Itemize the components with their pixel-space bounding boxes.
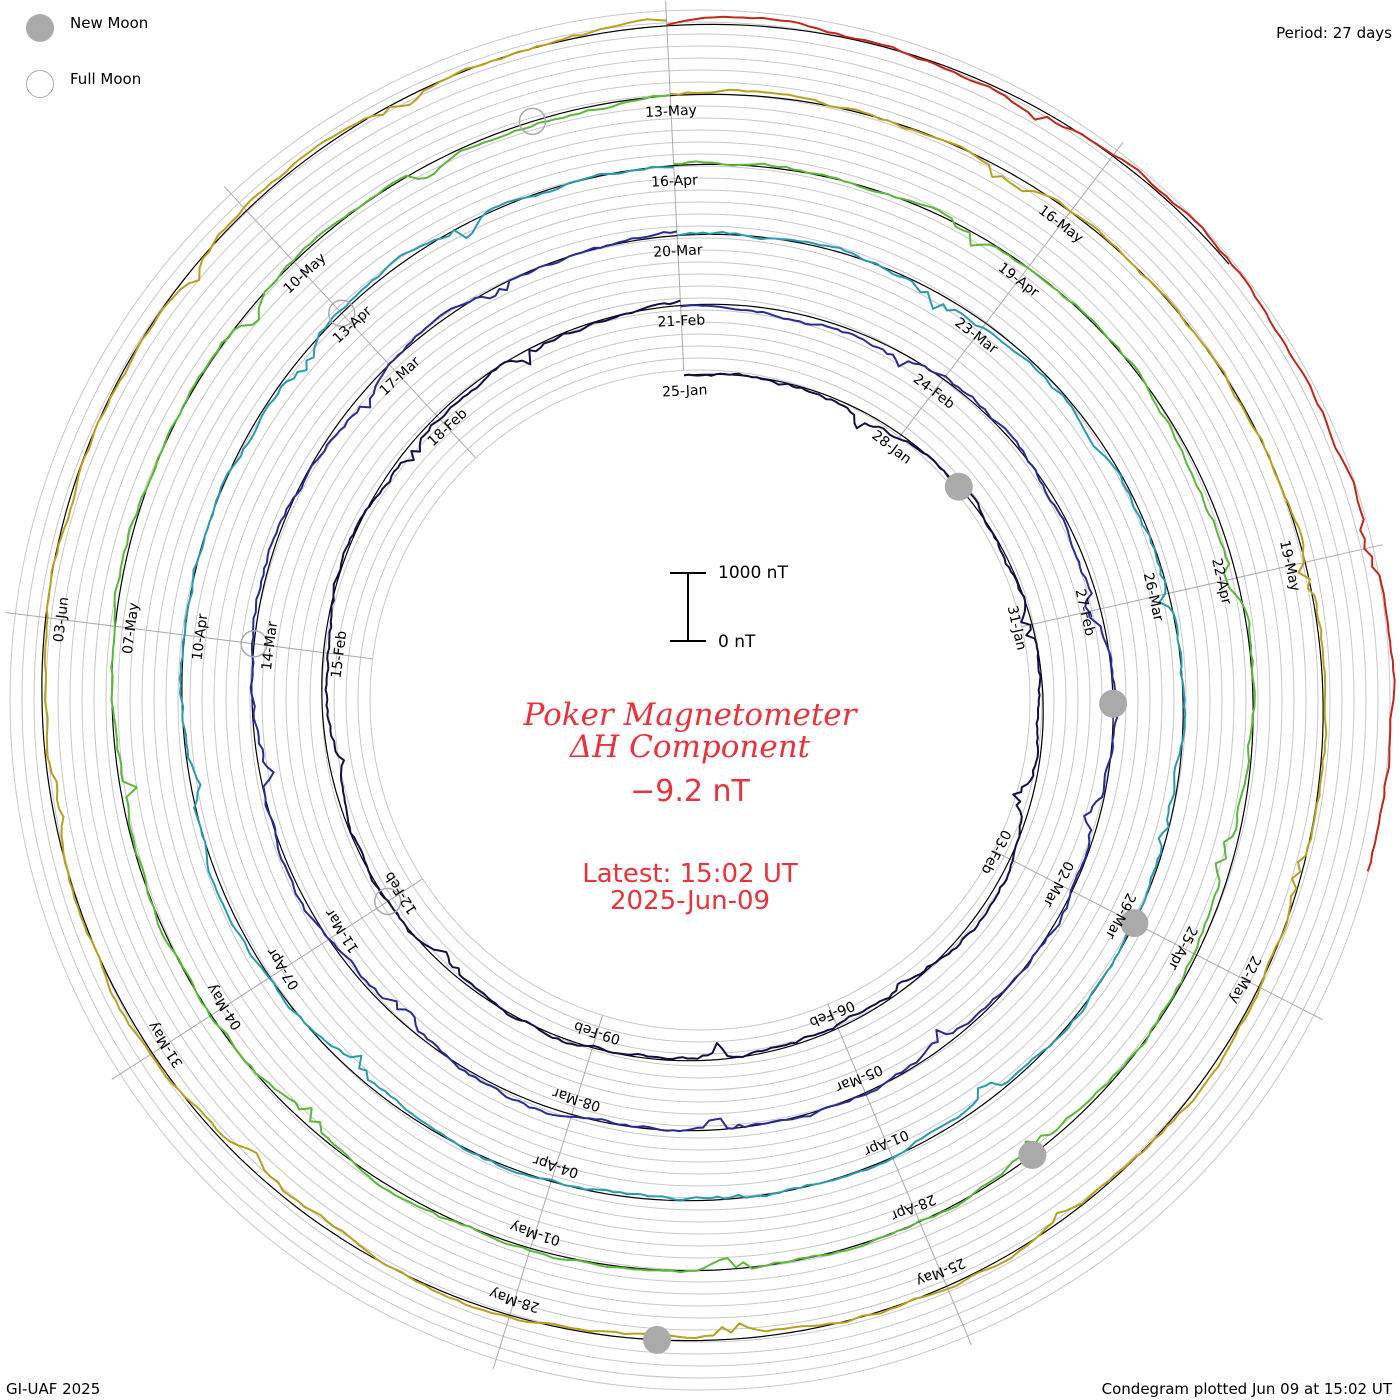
- date-label: 12-Feb: [381, 868, 420, 917]
- grid-ring: [69, 69, 1331, 1331]
- date-label: 15-Feb: [328, 630, 350, 679]
- grid-ring: [21, 21, 1379, 1379]
- date-label: 25-Apr: [1164, 923, 1200, 972]
- new-moon-marker: [1120, 909, 1149, 938]
- date-label: 16-Apr: [651, 172, 699, 190]
- date-label: 09-Feb: [572, 1018, 622, 1047]
- latest-date: 2025-Jun-09: [609, 886, 771, 916]
- date-label: 07-Apr: [264, 944, 303, 992]
- moon-markers: [240, 107, 1149, 1354]
- grid-spoke: [492, 1015, 603, 1369]
- scale-bar: [670, 572, 706, 642]
- grid-ring: [189, 189, 1211, 1211]
- grid-ring: [369, 369, 1031, 1031]
- new-moon-icon: [26, 14, 54, 42]
- date-label: 19-Apr: [995, 260, 1042, 301]
- trace-series-3: [178, 166, 1187, 1201]
- full-moon-marker: [518, 107, 547, 136]
- scale-top-label: 1000 nT: [718, 563, 788, 583]
- grid-spokes: [5, 0, 1383, 1369]
- grid-ring: [309, 309, 1091, 1091]
- chart-title: Poker Magnetometer: [523, 697, 857, 733]
- grid-spoke: [5, 612, 373, 660]
- new-moon-marker: [1018, 1141, 1047, 1169]
- date-label: 03-Feb: [978, 827, 1014, 877]
- date-label: 06-Feb: [807, 997, 857, 1030]
- chart-subtitle: ΔH Component: [569, 729, 811, 765]
- grid-ring: [357, 357, 1043, 1043]
- date-label: 24-Feb: [910, 371, 958, 413]
- grid-ring: [9, 9, 1391, 1391]
- grid-ring: [153, 153, 1247, 1247]
- period-label: Period: 27 days: [1276, 24, 1392, 42]
- date-label: 28-Jan: [869, 428, 915, 468]
- full-moon-marker: [373, 887, 402, 916]
- date-label: 23-Mar: [952, 315, 1001, 358]
- trace-series-4: [110, 94, 1256, 1274]
- trace-series-5: [43, 18, 1328, 1339]
- date-label: 10-Apr: [190, 613, 212, 662]
- legend-full-moon-label: Full Moon: [70, 70, 142, 88]
- trace-series-6: [666, 15, 1396, 872]
- full-moon-icon: [26, 70, 54, 98]
- grid-spoke: [111, 878, 423, 1080]
- plotted-timestamp: Condegram plotted Jun 09 at 15:02 UT: [1101, 1380, 1392, 1398]
- grid-ring: [81, 81, 1319, 1319]
- credit-label: GI-UAF 2025: [6, 1380, 101, 1398]
- grid-spoke: [1021, 544, 1383, 628]
- date-label: 20-Mar: [653, 242, 703, 260]
- new-moon-marker: [944, 472, 973, 501]
- date-label: 07-May: [120, 602, 142, 655]
- new-moon-marker: [643, 1325, 671, 1354]
- scale-bottom-label: 0 nT: [718, 632, 756, 652]
- grid-ring: [213, 213, 1187, 1187]
- grid-spoke: [665, 0, 685, 371]
- grid-ring: [141, 141, 1259, 1259]
- date-label: 22-May: [1226, 953, 1264, 1006]
- new-moon-marker: [1099, 689, 1128, 718]
- grid-ring: [177, 177, 1223, 1223]
- grid-spoke: [993, 850, 1323, 1021]
- full-moon-marker: [327, 299, 356, 328]
- date-label: 04-May: [204, 980, 246, 1032]
- grid-ring: [333, 333, 1067, 1067]
- date-label: 25-Jan: [662, 382, 708, 400]
- data-traces: [43, 15, 1396, 1339]
- grid-ring: [117, 117, 1283, 1283]
- grid-ring: [165, 165, 1235, 1235]
- grid-ring: [33, 33, 1367, 1367]
- grid-ring: [345, 345, 1055, 1055]
- grid-ring: [105, 105, 1295, 1295]
- grid-spoke: [223, 186, 477, 459]
- date-label: 31-May: [145, 1018, 187, 1070]
- date-label: 08-Mar: [550, 1084, 602, 1114]
- date-label: 27-Feb: [1072, 587, 1098, 637]
- grid-ring: [57, 57, 1343, 1343]
- date-label: 21-Feb: [657, 312, 705, 330]
- trace-series-2: [249, 230, 1120, 1133]
- date-label: 16-May: [1035, 202, 1086, 246]
- date-label: 28-Apr: [888, 1191, 938, 1224]
- grid-spoke: [899, 141, 1124, 438]
- full-moon-marker: [240, 630, 268, 658]
- legend-new-moon-label: New Moon: [70, 14, 149, 32]
- date-label: 03-Jun: [51, 596, 73, 643]
- trace-series-1: [324, 299, 1042, 1060]
- grid-ring: [225, 225, 1175, 1175]
- date-label: 13-May: [645, 102, 698, 121]
- grid-ring: [249, 249, 1151, 1151]
- current-value: −9.2 nT: [630, 774, 750, 809]
- grid-ring: [261, 261, 1139, 1139]
- grid-ring: [237, 237, 1163, 1163]
- date-label: 14-Mar: [259, 620, 281, 671]
- latest-time: Latest: 15:02 UT: [582, 859, 798, 889]
- date-label: 17-Mar: [377, 354, 424, 399]
